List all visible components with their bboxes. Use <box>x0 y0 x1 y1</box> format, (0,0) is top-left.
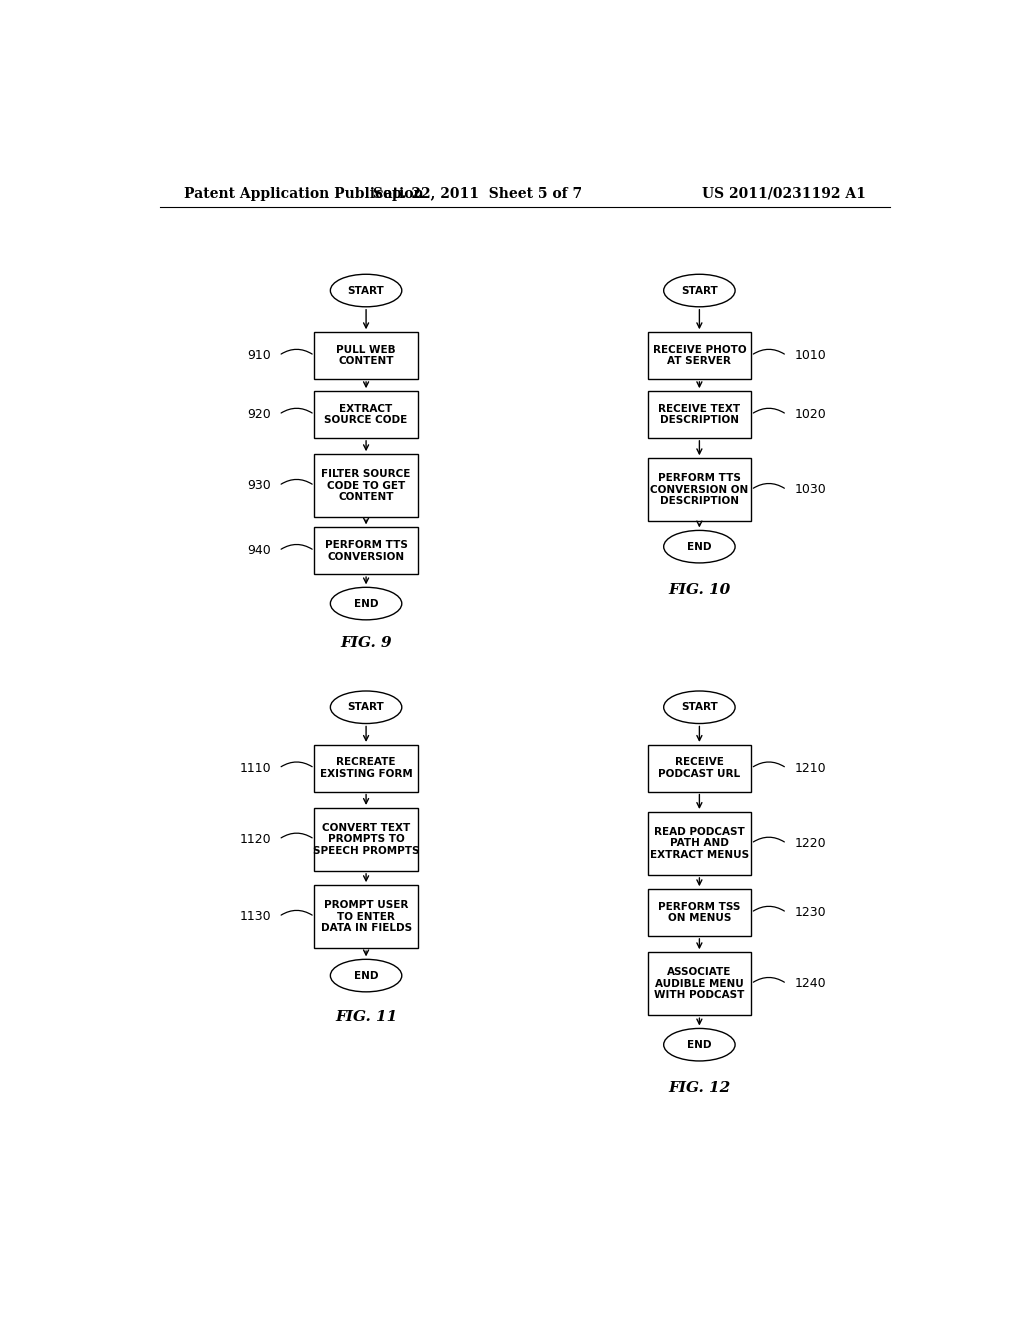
FancyBboxPatch shape <box>314 744 418 792</box>
Text: 1230: 1230 <box>795 906 826 919</box>
FancyBboxPatch shape <box>314 391 418 438</box>
Text: Sep. 22, 2011  Sheet 5 of 7: Sep. 22, 2011 Sheet 5 of 7 <box>373 187 582 201</box>
Text: 1130: 1130 <box>240 909 270 923</box>
FancyBboxPatch shape <box>314 333 418 379</box>
Text: 1240: 1240 <box>795 977 826 990</box>
Text: 930: 930 <box>247 479 270 492</box>
Text: START: START <box>681 285 718 296</box>
Text: CONVERT TEXT
PROMPTS TO
SPEECH PROMPTS: CONVERT TEXT PROMPTS TO SPEECH PROMPTS <box>312 822 420 855</box>
Text: FIG. 9: FIG. 9 <box>340 636 392 651</box>
Text: 940: 940 <box>247 544 270 557</box>
FancyBboxPatch shape <box>648 952 751 1015</box>
Ellipse shape <box>664 275 735 306</box>
Text: 1010: 1010 <box>795 348 826 362</box>
Text: 1120: 1120 <box>240 833 270 846</box>
Text: Patent Application Publication: Patent Application Publication <box>183 187 423 201</box>
FancyBboxPatch shape <box>314 808 418 871</box>
Text: 1110: 1110 <box>240 762 270 775</box>
Text: END: END <box>687 1040 712 1049</box>
Text: RECEIVE
PODCAST URL: RECEIVE PODCAST URL <box>658 758 740 779</box>
Ellipse shape <box>664 531 735 562</box>
Text: 920: 920 <box>247 408 270 421</box>
FancyBboxPatch shape <box>648 458 751 521</box>
Text: FILTER SOURCE
CODE TO GET
CONTENT: FILTER SOURCE CODE TO GET CONTENT <box>322 469 411 503</box>
Text: START: START <box>348 702 384 713</box>
Ellipse shape <box>331 690 401 723</box>
Text: 1030: 1030 <box>795 483 826 496</box>
FancyBboxPatch shape <box>648 391 751 438</box>
FancyBboxPatch shape <box>314 528 418 574</box>
Text: PULL WEB
CONTENT: PULL WEB CONTENT <box>336 345 396 367</box>
Text: 910: 910 <box>247 348 270 362</box>
FancyBboxPatch shape <box>648 744 751 792</box>
Ellipse shape <box>331 960 401 991</box>
Text: PERFORM TSS
ON MENUS: PERFORM TSS ON MENUS <box>658 902 740 924</box>
FancyBboxPatch shape <box>648 333 751 379</box>
Text: END: END <box>354 970 378 981</box>
Text: FIG. 12: FIG. 12 <box>669 1081 730 1096</box>
Text: 1020: 1020 <box>795 408 826 421</box>
FancyBboxPatch shape <box>648 812 751 875</box>
Text: END: END <box>354 598 378 609</box>
FancyBboxPatch shape <box>648 890 751 936</box>
Text: FIG. 10: FIG. 10 <box>669 583 730 597</box>
Text: ASSOCIATE
AUDIBLE MENU
WITH PODCAST: ASSOCIATE AUDIBLE MENU WITH PODCAST <box>654 968 744 1001</box>
Text: RECEIVE PHOTO
AT SERVER: RECEIVE PHOTO AT SERVER <box>652 345 746 367</box>
Text: READ PODCAST
PATH AND
EXTRACT MENUS: READ PODCAST PATH AND EXTRACT MENUS <box>650 826 749 861</box>
Text: RECEIVE TEXT
DESCRIPTION: RECEIVE TEXT DESCRIPTION <box>658 404 740 425</box>
Text: PERFORM TTS
CONVERSION: PERFORM TTS CONVERSION <box>325 540 408 561</box>
Ellipse shape <box>331 275 401 306</box>
Text: EXTRACT
SOURCE CODE: EXTRACT SOURCE CODE <box>325 404 408 425</box>
Text: US 2011/0231192 A1: US 2011/0231192 A1 <box>702 187 866 201</box>
FancyBboxPatch shape <box>314 886 418 948</box>
Text: RECREATE
EXISTING FORM: RECREATE EXISTING FORM <box>319 758 413 779</box>
Ellipse shape <box>664 690 735 723</box>
Text: 1220: 1220 <box>795 837 826 850</box>
Text: START: START <box>681 702 718 713</box>
Text: FIG. 11: FIG. 11 <box>335 1010 397 1024</box>
Text: 1210: 1210 <box>795 762 826 775</box>
Text: PERFORM TTS
CONVERSION ON
DESCRIPTION: PERFORM TTS CONVERSION ON DESCRIPTION <box>650 473 749 507</box>
Text: PROMPT USER
TO ENTER
DATA IN FIELDS: PROMPT USER TO ENTER DATA IN FIELDS <box>321 900 412 933</box>
Ellipse shape <box>331 587 401 620</box>
Ellipse shape <box>664 1028 735 1061</box>
Text: START: START <box>348 285 384 296</box>
FancyBboxPatch shape <box>314 454 418 517</box>
Text: END: END <box>687 541 712 552</box>
